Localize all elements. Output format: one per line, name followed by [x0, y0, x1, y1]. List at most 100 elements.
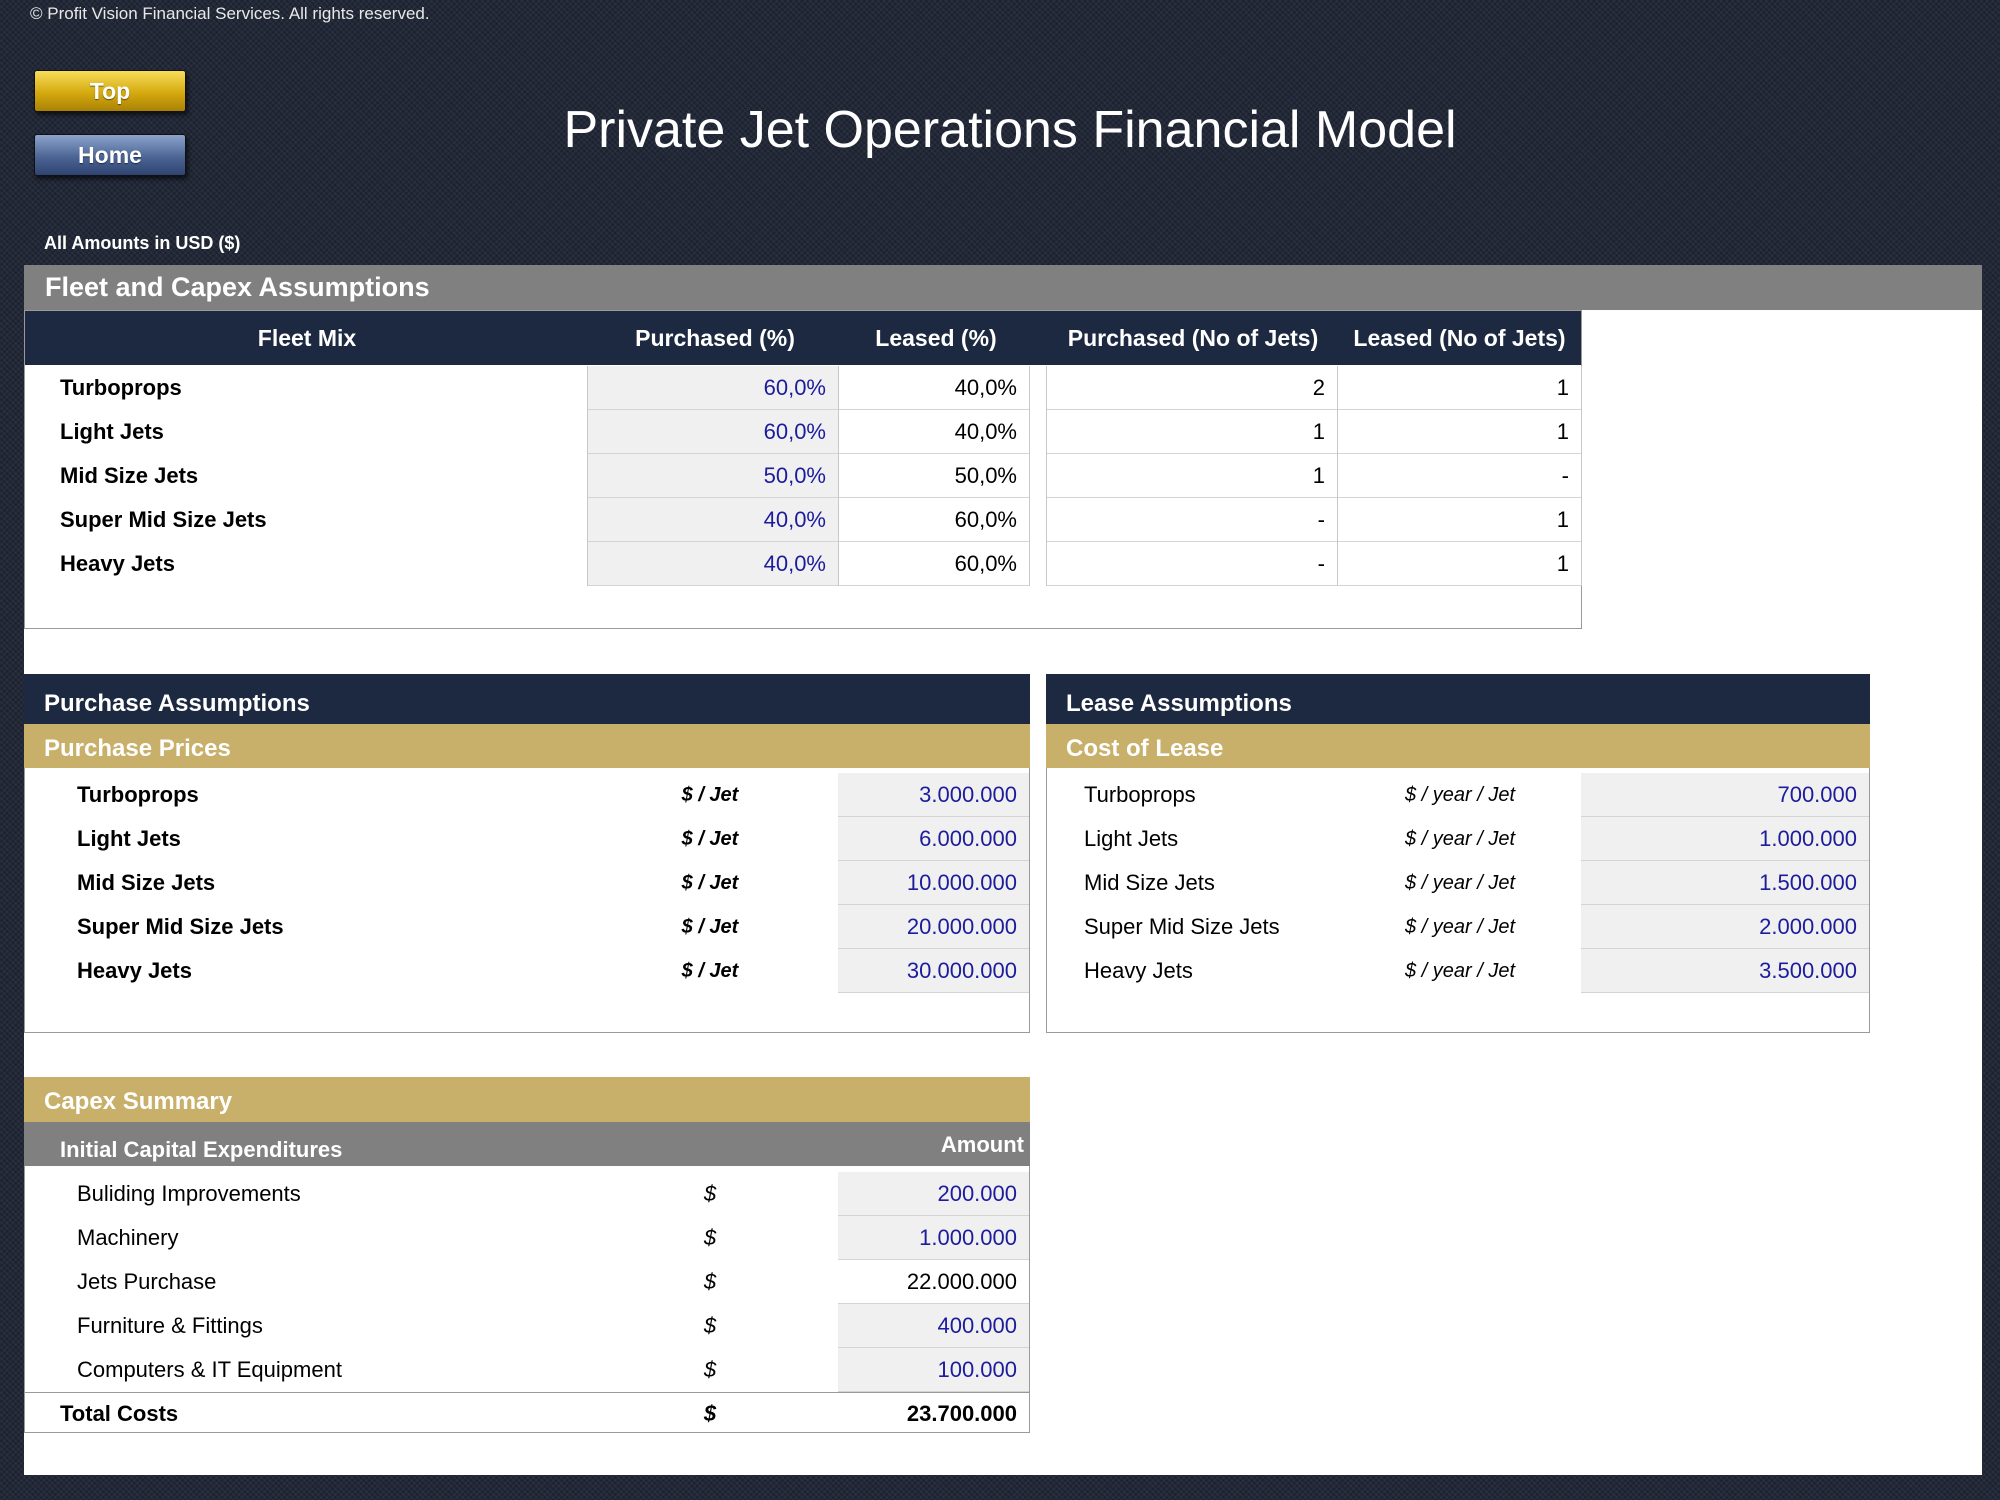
capex-title: Capex Summary — [24, 1077, 1030, 1122]
purchased-jets-value: 1 — [1047, 454, 1337, 498]
capex-subheader: Initial Capital Expenditures Amount — [24, 1122, 1030, 1166]
leased-pct-value: 60,0% — [839, 542, 1029, 586]
purchased-jets-value: - — [1047, 542, 1337, 586]
purchased-jets-value: - — [1047, 498, 1337, 542]
purchase-subtitle: Purchase Prices — [24, 724, 1030, 768]
purchased-pct-input[interactable]: 60,0% — [588, 410, 838, 454]
purchased-pct-input[interactable]: 40,0% — [588, 498, 838, 542]
fleet-row-label: Mid Size Jets — [60, 463, 199, 488]
purchased-jets-value: 1 — [1047, 410, 1337, 454]
capex-row-label: Buliding Improvements — [77, 1181, 301, 1206]
fleet-table: Fleet Mix Purchased (%) Leased (%) Purch… — [24, 310, 1582, 629]
fleet-row-label: Turboprops — [60, 375, 182, 400]
capex-row-label: Machinery — [77, 1225, 179, 1250]
leased-pct-value: 50,0% — [839, 454, 1029, 498]
purchase-row-unit: $ / Jet — [681, 784, 739, 806]
capex-row-unit: $ — [703, 1313, 717, 1338]
grid-line — [1337, 366, 1338, 586]
capex-amount-input[interactable]: 1.000.000 — [838, 1216, 1029, 1260]
lease-row-label: Light Jets — [1084, 826, 1179, 851]
total-divider — [24, 1392, 1030, 1393]
top-button[interactable]: Top — [34, 70, 186, 112]
fleet-row-label: Heavy Jets — [60, 551, 175, 576]
lease-row-label: Heavy Jets — [1084, 958, 1193, 983]
capex-row-label: Furniture & Fittings — [77, 1313, 263, 1338]
lease-row-label: Super Mid Size Jets — [1084, 914, 1280, 939]
purchase-row-label: Super Mid Size Jets — [77, 914, 284, 939]
lease-title: Lease Assumptions — [1046, 674, 1870, 724]
purchased-pct-input[interactable]: 60,0% — [588, 366, 838, 410]
leased-jets-value: 1 — [1338, 498, 1581, 542]
purchase-title: Purchase Assumptions — [24, 674, 1030, 724]
purchase-row-label: Turboprops — [77, 782, 199, 807]
lease-cost-input[interactable]: 700.000 — [1581, 773, 1869, 817]
leased-pct-value: 40,0% — [839, 410, 1029, 454]
total-costs-unit: $ — [703, 1401, 717, 1426]
lease-row-unit: $ / year / Jet — [1404, 872, 1516, 894]
col-leased-no: Leased (No of Jets) — [1353, 325, 1566, 351]
col-fleet-mix: Fleet Mix — [257, 325, 357, 351]
lease-cost-input[interactable]: 2.000.000 — [1581, 905, 1869, 949]
purchase-row-label: Light Jets — [77, 826, 181, 851]
capex-row-unit: $ — [703, 1357, 717, 1382]
fleet-row-label: Light Jets — [60, 419, 164, 444]
lease-row-unit: $ / year / Jet — [1404, 960, 1516, 982]
grid-line — [1029, 366, 1030, 586]
purchased-pct-input[interactable]: 40,0% — [588, 542, 838, 586]
lease-row-label: Turboprops — [1084, 782, 1196, 807]
grid-line — [838, 366, 839, 586]
col-purchased-no: Purchased (No of Jets) — [1067, 325, 1319, 351]
fleet-row-label: Super Mid Size Jets — [60, 507, 267, 532]
capex-row-unit: $ — [703, 1181, 717, 1206]
purchase-row-label: Heavy Jets — [77, 958, 192, 983]
capex-row-unit: $ — [703, 1269, 717, 1294]
lease-row-unit: $ / year / Jet — [1404, 916, 1516, 938]
capex-amount-input[interactable]: 200.000 — [838, 1172, 1029, 1216]
leased-jets-value: 1 — [1338, 410, 1581, 454]
lease-row-unit: $ / year / Jet — [1404, 828, 1516, 850]
copyright-text: © Profit Vision Financial Services. All … — [30, 4, 430, 23]
col-leased-pct: Leased (%) — [875, 325, 997, 351]
capex-amount-header: Amount — [940, 1132, 1024, 1157]
capex-amount-input[interactable]: 100.000 — [838, 1348, 1029, 1392]
leased-pct-value: 40,0% — [839, 366, 1029, 410]
grid-line — [1581, 366, 1582, 586]
total-costs-label: Total Costs — [60, 1401, 179, 1426]
page-title: Private Jet Operations Financial Model — [563, 101, 1457, 159]
fleet-table-header: Fleet Mix Purchased (%) Leased (%) Purch… — [25, 311, 1581, 365]
fleet-section-title: Fleet and Capex Assumptions — [24, 265, 1982, 310]
lease-cost-input[interactable]: 1.500.000 — [1581, 861, 1869, 905]
purchase-price-input[interactable]: 30.000.000 — [838, 949, 1029, 993]
capex-row-label: Computers & IT Equipment — [77, 1357, 342, 1382]
purchase-price-input[interactable]: 6.000.000 — [838, 817, 1029, 861]
lease-row-unit: $ / year / Jet — [1404, 784, 1516, 806]
purchased-pct-input[interactable]: 50,0% — [588, 454, 838, 498]
purchase-row-label: Mid Size Jets — [77, 870, 216, 895]
purchase-price-input[interactable]: 3.000.000 — [838, 773, 1029, 817]
purchased-jets-value: 2 — [1047, 366, 1337, 410]
purchase-row-unit: $ / Jet — [681, 960, 739, 982]
purchase-price-input[interactable]: 20.000.000 — [838, 905, 1029, 949]
grid-line — [1046, 366, 1047, 586]
purchase-row-unit: $ / Jet — [681, 828, 739, 850]
total-costs-value: 23.700.000 — [906, 1401, 1017, 1426]
purchase-row-unit: $ / Jet — [681, 916, 739, 938]
col-purchased-pct: Purchased (%) — [635, 325, 795, 351]
lease-row-label: Mid Size Jets — [1084, 870, 1215, 895]
leased-jets-value: 1 — [1338, 542, 1581, 586]
purchase-row-unit: $ / Jet — [681, 872, 739, 894]
leased-jets-value: 1 — [1338, 366, 1581, 410]
home-button[interactable]: Home — [34, 134, 186, 176]
capex-row-unit: $ — [703, 1225, 717, 1250]
lease-cost-input[interactable]: 3.500.000 — [1581, 949, 1869, 993]
lease-cost-input[interactable]: 1.000.000 — [1581, 817, 1869, 861]
purchase-price-input[interactable]: 10.000.000 — [838, 861, 1029, 905]
capex-row-label: Jets Purchase — [77, 1269, 217, 1294]
leased-pct-value: 60,0% — [839, 498, 1029, 542]
leased-jets-value: - — [1338, 454, 1581, 498]
lease-subtitle: Cost of Lease — [1046, 724, 1870, 768]
capex-amount-input[interactable]: 400.000 — [838, 1304, 1029, 1348]
capex-amount-value: 22.000.000 — [838, 1260, 1029, 1304]
currency-note: All Amounts in USD ($) — [44, 233, 241, 253]
grid-line — [587, 366, 588, 586]
